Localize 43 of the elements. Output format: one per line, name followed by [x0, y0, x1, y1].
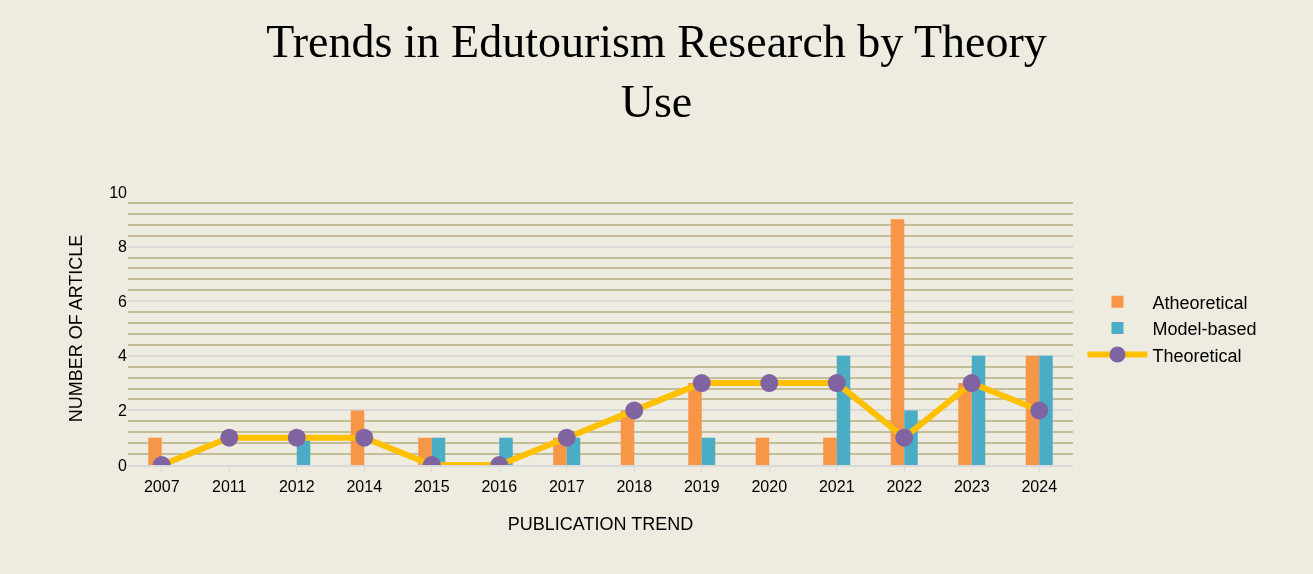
x-tick-label: 2020 — [751, 478, 788, 496]
x-tick-label: 2019 — [683, 478, 720, 496]
point — [895, 428, 914, 447]
bar — [1039, 355, 1053, 465]
y-tick-label: 6 — [118, 292, 128, 310]
point — [692, 374, 711, 393]
x-tick-label: 2014 — [346, 478, 383, 496]
point — [287, 428, 306, 447]
x-tick-label: 2007 — [143, 478, 180, 496]
bar — [890, 219, 905, 465]
point — [962, 374, 981, 393]
point — [827, 374, 846, 393]
y-tick-label: 2 — [118, 402, 128, 419]
x-tick-label: 2012 — [278, 478, 315, 496]
x-tick-label: 2018 — [616, 478, 653, 496]
chart-title: Trends in Edutourism Research by Theory Use — [266, 16, 1047, 128]
point — [557, 428, 576, 447]
x-tick-label: 2015 — [413, 478, 450, 496]
point — [625, 401, 644, 420]
x-tick-label: 2023 — [953, 478, 990, 496]
x-tick-label: 2021 — [818, 478, 855, 496]
bar — [755, 437, 770, 465]
y-axis-title: NUMBER OF ARTICLE — [66, 234, 86, 423]
point — [760, 374, 779, 393]
bar — [701, 437, 716, 465]
legend-label: Atheoretical — [1152, 292, 1248, 313]
x-tick-label: 2022 — [886, 478, 923, 496]
x-tick-label: 2016 — [481, 478, 518, 496]
x-tick-label: 2017 — [548, 478, 585, 496]
bar — [823, 437, 837, 465]
x-tick-label: 2011 — [212, 478, 247, 496]
y-tick-label: 4 — [118, 347, 128, 365]
point — [220, 428, 239, 447]
x-axis-title: PUBLICATION TREND — [507, 514, 694, 534]
x-tick-label: 2024 — [1021, 478, 1058, 496]
point — [1030, 401, 1049, 420]
y-tick-label: 0 — [118, 456, 128, 474]
y-tick-label: 8 — [118, 238, 128, 256]
legend-label: Model-based — [1152, 319, 1257, 340]
y-tick-label: 10 — [109, 183, 128, 201]
bar — [688, 383, 702, 465]
legend-label: Theoretical — [1152, 345, 1242, 366]
point — [355, 428, 374, 447]
